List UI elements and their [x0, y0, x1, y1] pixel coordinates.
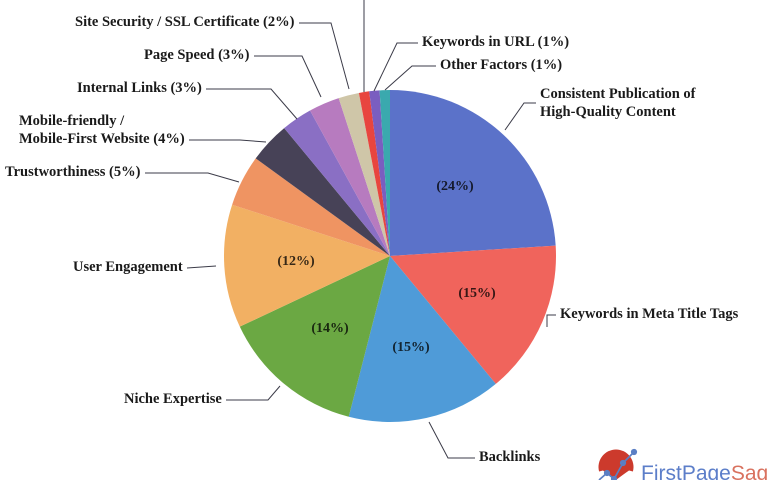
svg-text:FirstPageSage: FirstPageSage [641, 462, 768, 480]
